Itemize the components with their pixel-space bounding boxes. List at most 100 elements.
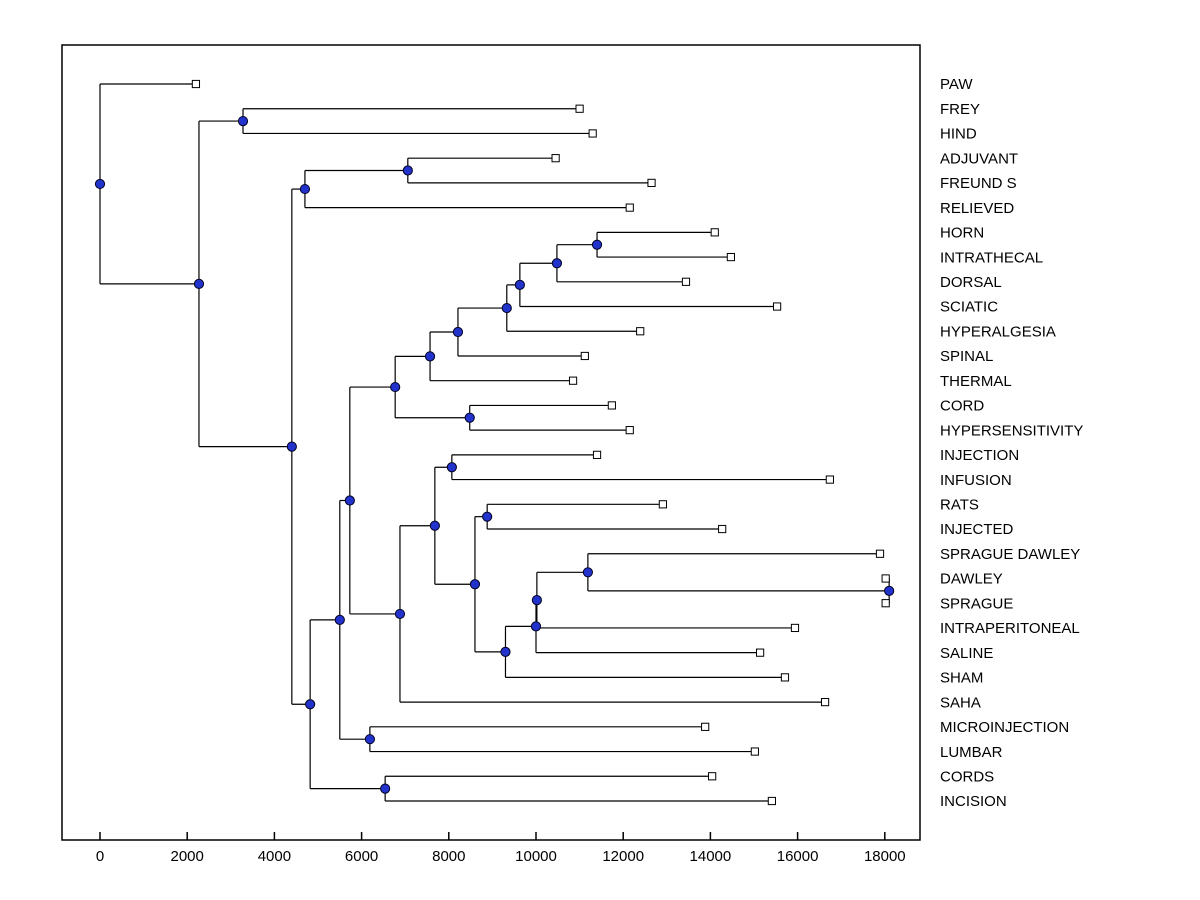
leaf-label: FREUND S: [940, 175, 1017, 192]
cluster-node-marker: [452, 326, 464, 338]
x-tick-label: 0: [96, 848, 104, 865]
cluster-node-marker: [531, 595, 542, 606]
cluster-node-marker: [344, 495, 355, 506]
leaf-marker: [773, 302, 782, 311]
cluster-node-marker: [884, 585, 895, 596]
x-tick-label: 18000: [864, 848, 906, 865]
leaf-label: HYPERSENSITIVITY: [940, 422, 1083, 439]
leaf-marker: [708, 772, 717, 781]
x-axis-group: 0 2000 4000 6000 8000 10000 12000 14000 16000 180…: [96, 832, 906, 865]
x-tick-label: 10000: [515, 848, 557, 865]
leaf-label: INFUSION: [940, 472, 1012, 489]
leaf-marker: [588, 129, 597, 138]
leaf-marker: [647, 178, 656, 187]
cluster-node-marker: [582, 567, 593, 578]
leaf-marker: [575, 104, 584, 113]
leaf-label: SHAM: [940, 670, 983, 687]
x-tick-label: 12000: [602, 848, 644, 865]
cluster-node-marker: [424, 351, 436, 362]
x-tick-label: 8000: [432, 848, 465, 865]
leaf-marker: [718, 524, 727, 534]
cluster-node-marker: [193, 278, 205, 289]
leaf-labels-group: PAW FREY HIND ADJUVANT FREUND S RELIEVED HORN I…: [940, 76, 1083, 810]
leaf-label: PAW: [940, 76, 973, 93]
leaf-marker: [767, 796, 776, 806]
plot-border: [61, 44, 921, 841]
cluster-node-marker: [286, 441, 297, 452]
cluster-node-marker: [514, 279, 525, 290]
leaf-marker: [551, 154, 560, 163]
cluster-node-marker: [305, 699, 316, 710]
leaf-label: SALINE: [940, 645, 993, 662]
leaf-label: SPRAGUE: [940, 595, 1013, 612]
leaf-label: INCISION: [940, 793, 1007, 810]
leaf-marker: [881, 599, 890, 608]
cluster-node-marker: [334, 614, 345, 625]
leaf-label: SPRAGUE DAWLEY: [940, 546, 1080, 563]
cluster-node-marker: [237, 115, 249, 127]
leaf-label: SAHA: [940, 694, 981, 711]
leaf-marker: [625, 426, 634, 435]
cluster-node-marker: [429, 520, 440, 531]
cluster-node-marker: [591, 239, 603, 250]
leaf-marker: [726, 252, 735, 262]
leaf-marker: [825, 475, 834, 484]
x-tick-label: 14000: [690, 848, 732, 865]
cluster-node-marker: [364, 734, 375, 745]
leaf-label: CORDS: [940, 768, 994, 785]
leaf-label: HORN: [940, 225, 984, 242]
leaf-label: DAWLEY: [940, 571, 1003, 588]
leaf-marker: [875, 549, 885, 558]
leaf-label: INJECTED: [940, 521, 1014, 538]
leaf-marker: [580, 351, 589, 361]
cluster-node-marker: [390, 381, 401, 393]
cluster-node-marker: [500, 646, 511, 657]
x-tick-label: 6000: [345, 848, 378, 865]
leaf-marker: [681, 277, 691, 286]
leaf-marker: [780, 673, 790, 682]
leaf-label: THERMAL: [940, 373, 1012, 390]
leaf-marker: [701, 722, 710, 731]
leaf-marker: [592, 450, 602, 459]
cluster-node-marker: [380, 783, 391, 794]
leaf-label: LUMBAR: [940, 744, 1003, 761]
cluster-node-marker: [394, 608, 406, 620]
cluster-node-marker: [501, 302, 512, 314]
leaf-marker: [790, 623, 800, 633]
cluster-node-marker: [469, 579, 481, 590]
x-tick-label: 16000: [777, 848, 819, 865]
leaf-label: HYPERALGESIA: [940, 323, 1056, 340]
cluster-node-marker: [299, 183, 311, 195]
leaf-label: CORD: [940, 398, 984, 415]
branch-lines-group: [99, 83, 890, 802]
cluster-node-marker: [402, 165, 413, 176]
leaf-label: INJECTION: [940, 447, 1019, 464]
leaf-label: INTRATHECAL: [940, 249, 1043, 266]
leaf-marker: [750, 747, 759, 756]
leaf-marker: [625, 203, 634, 212]
cluster-node-marker: [482, 511, 493, 522]
leaf-label: MICROINJECTION: [940, 719, 1069, 736]
cluster-node-marker: [551, 258, 563, 269]
leaf-marker: [636, 327, 645, 336]
leaf-marker: [756, 648, 765, 657]
leaf-label: RATS: [940, 497, 979, 514]
leaf-label: INTRAPERITONEAL: [940, 620, 1080, 637]
leaf-label: FREY: [940, 101, 980, 118]
leaf-label: RELIEVED: [940, 200, 1014, 217]
leaf-marker: [568, 376, 578, 385]
x-tick-label: 4000: [258, 848, 291, 865]
leaf-marker: [710, 228, 719, 237]
leaf-marker: [881, 574, 890, 583]
node-markers-group: [94, 79, 895, 806]
cluster-node-marker: [446, 462, 457, 473]
cluster-node-marker: [464, 412, 475, 423]
leaf-label: DORSAL: [940, 274, 1002, 291]
leaf-label: SCIATIC: [940, 299, 998, 316]
leaf-label: SPINAL: [940, 348, 993, 365]
leaf-label: HIND: [940, 126, 977, 143]
x-tick-label: 2000: [171, 848, 204, 865]
leaf-marker: [607, 401, 616, 410]
